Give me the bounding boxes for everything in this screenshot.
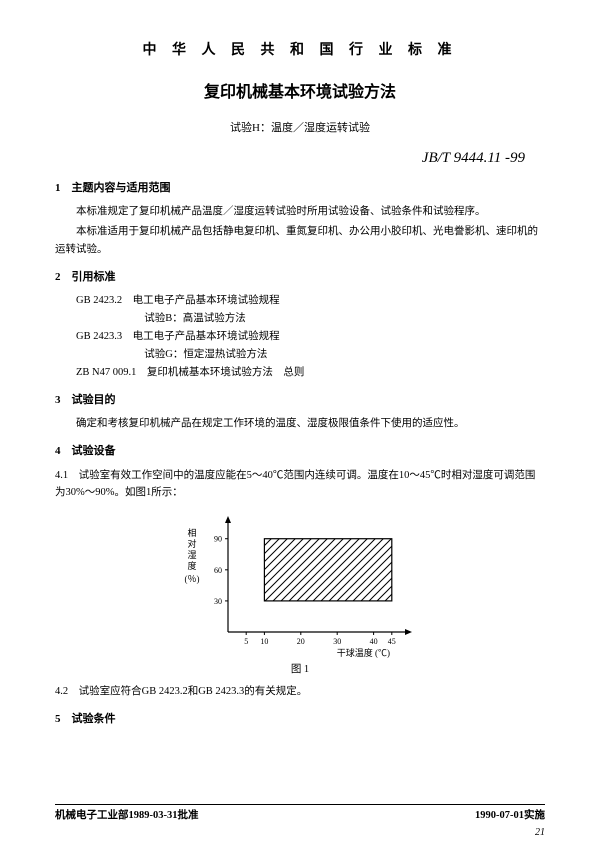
ref-1a: GB 2423.2 电工电子产品基本环境试验规程 — [55, 292, 545, 310]
section-3-para-1: 确定和考核复印机械产品在规定工作环境的温度、湿度极限值条件下使用的适应性。 — [55, 415, 545, 433]
figure-1: 30 60 90 5 10 20 30 40 45 相对湿度 (％) 干球温度 (℃) 图 1 — [180, 510, 420, 679]
svg-text:60: 60 — [214, 566, 222, 575]
footer: 机械电子工业部1989-03-31批准 1990-07-01实施 — [55, 804, 545, 825]
footer-rule — [55, 804, 545, 805]
section-2-heading: 2 引用标准 — [55, 269, 545, 287]
svg-text:5: 5 — [244, 637, 248, 646]
section-4-para-1: 4.1 试验室有效工作空间中的温度应能在5～40℃范围内连续可调。温度在10～4… — [55, 467, 545, 503]
org-header: 中 华 人 民 共 和 国 行 业 标 准 — [55, 40, 545, 62]
doc-title: 复印机械基本环境试验方法 — [55, 80, 545, 106]
section-4-para-2: 4.2 试验室应符合GB 2423.2和GB 2423.3的有关规定。 — [55, 683, 545, 701]
svg-text:30: 30 — [333, 637, 341, 646]
ref-2b: 试验G：恒定湿热试验方法 — [55, 346, 545, 364]
ref-2a: GB 2423.3 电工电子产品基本环境试验规程 — [55, 328, 545, 346]
svg-text:湿: 湿 — [187, 550, 196, 560]
figure-caption: 图 1 — [180, 662, 420, 679]
svg-text:(％): (％) — [185, 574, 200, 584]
section-1-para-2: 本标准适用于复印机械产品包括静电复印机、重氮复印机、办公用小胶印机、光电誊影机、… — [55, 223, 545, 259]
section-4-heading: 4 试验设备 — [55, 443, 545, 461]
ref-1b: 试验B：高温试验方法 — [55, 310, 545, 328]
svg-text:相: 相 — [187, 527, 196, 538]
svg-text:干球温度 (℃): 干球温度 (℃) — [337, 647, 390, 658]
ref-3: ZB N47 009.1 复印机械基本环境试验方法 总则 — [55, 364, 545, 382]
svg-text:对: 对 — [187, 538, 196, 549]
svg-text:度: 度 — [187, 560, 196, 571]
footer-right: 1990-07-01实施 — [475, 808, 545, 825]
doc-subtitle: 试验H：温度／湿度运转试验 — [55, 120, 545, 138]
svg-text:20: 20 — [297, 637, 305, 646]
section-5-heading: 5 试验条件 — [55, 711, 545, 729]
section-1-heading: 1 主题内容与适用范围 — [55, 180, 545, 198]
svg-text:10: 10 — [260, 637, 268, 646]
doc-code: JB/T 9444.11 -99 — [55, 146, 545, 170]
svg-text:40: 40 — [370, 637, 378, 646]
section-1-para-1: 本标准规定了复印机械产品温度／湿度运转试验时所用试验设备、试验条件和试验程序。 — [55, 203, 545, 221]
footer-left: 机械电子工业部1989-03-31批准 — [55, 808, 199, 825]
page-number: 21 — [535, 825, 545, 841]
svg-text:30: 30 — [214, 597, 222, 606]
svg-text:45: 45 — [388, 637, 396, 646]
svg-text:90: 90 — [214, 535, 222, 544]
section-3-heading: 3 试验目的 — [55, 392, 545, 410]
chart-svg: 30 60 90 5 10 20 30 40 45 相对湿度 (％) 干球温度 (℃) — [180, 510, 420, 660]
